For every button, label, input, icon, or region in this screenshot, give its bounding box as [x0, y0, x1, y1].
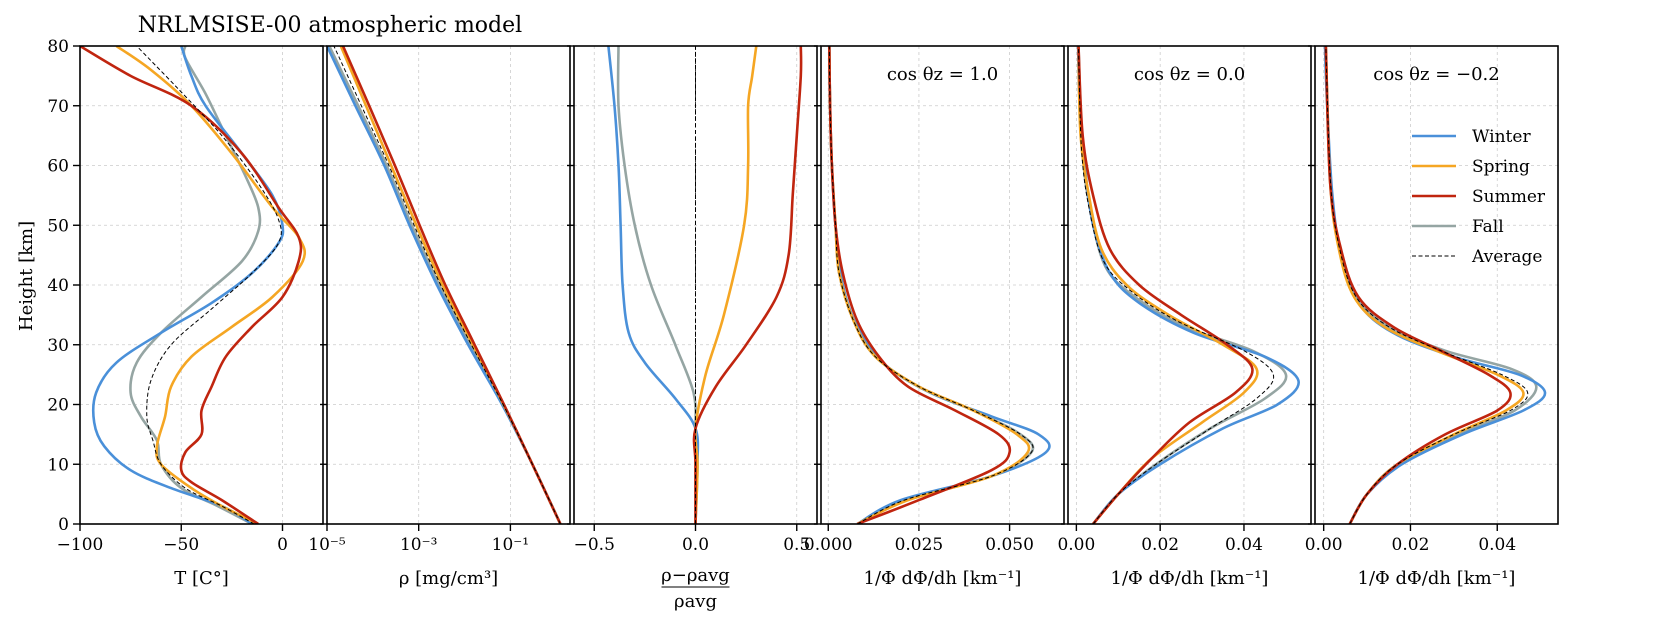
y-tick-label: 10 [47, 455, 69, 475]
x-tick-label: 0 [277, 535, 288, 555]
x-tick-label: 0.00 [1305, 535, 1343, 555]
legend-item-winter: Winter [1412, 127, 1531, 147]
legend-label: Winter [1472, 127, 1531, 147]
panel-6: 0.00 0.02 0.04 1/Φ dΦ/dh [km⁻¹] cos θz = −0.… [1305, 45, 1559, 589]
series-line-average [136, 46, 282, 524]
y-tick-label: 30 [47, 336, 69, 356]
y-tick-label: 80 [47, 37, 69, 57]
panel-annotation: cos θz = 0.0 [1134, 64, 1245, 85]
x-axis-label: 1/Φ dΦ/dh [km⁻¹] [1358, 568, 1516, 589]
y-tick-label: 60 [47, 157, 69, 177]
panel-5: 0.00 0.02 0.04 1/Φ dΦ/dh [km⁻¹] cos θz = 0.0 [1057, 45, 1312, 589]
y-tick-label: 20 [47, 396, 69, 416]
series-line-spring [115, 46, 307, 524]
x-tick-label: 10⁻¹ [492, 535, 529, 555]
series-line-average [333, 46, 561, 524]
figure-title: NRLMSISE-00 atmospheric model [138, 13, 522, 38]
x-tick-label: −0.5 [574, 535, 615, 555]
panel-annotation: cos θz = 1.0 [887, 64, 998, 85]
legend: Winter Spring Summer Fall Average [1412, 127, 1546, 267]
legend-item-average: Average [1412, 247, 1542, 267]
legend-item-fall: Fall [1412, 217, 1504, 237]
x-axis-label-numerator: ρ−ρavg [661, 565, 730, 586]
y-tick-label: 70 [47, 97, 69, 117]
panel-annotation: cos θz = −0.2 [1373, 64, 1499, 85]
legend-item-summer: Summer [1412, 187, 1546, 207]
series-line-average [1078, 46, 1275, 524]
x-axis-label: ρ [mg/cm³] [399, 568, 498, 589]
x-tick-label: −50 [163, 535, 199, 555]
x-axis-label: 1/Φ dΦ/dh [km⁻¹] [864, 568, 1022, 589]
x-tick-label: 0.025 [895, 535, 944, 555]
series-line-summer [1077, 46, 1254, 524]
x-axis-label: 1/Φ dΦ/dh [km⁻¹] [1111, 568, 1269, 589]
x-axis-label-denominator: ρavg [674, 591, 717, 612]
series-line-summer [1324, 46, 1512, 524]
x-tick-label: 0.5 [783, 535, 810, 555]
series-line-summer [80, 46, 303, 524]
panel-4: 0.000 0.025 0.050 1/Φ dΦ/dh [km⁻¹] cos θz = … [804, 45, 1065, 589]
series-line-winter [828, 46, 1051, 524]
y-axis-label: Height [km] [16, 221, 37, 331]
legend-label: Spring [1472, 157, 1530, 177]
legend-label: Summer [1472, 187, 1546, 207]
x-tick-label: 0.02 [1141, 535, 1179, 555]
legend-item-spring: Spring [1412, 157, 1530, 177]
y-tick-label: 50 [47, 216, 69, 236]
panel-2: 10⁻⁵ 10⁻³ 10⁻¹ ρ [mg/cm³] [308, 45, 571, 589]
series-line-summer [828, 46, 1012, 524]
x-tick-label: 10⁻⁵ [308, 535, 346, 555]
panel-1: −100 −50 0 0 10 20 30 40 50 60 70 80 T [C°] [47, 37, 324, 589]
x-axis-label: T [C°] [174, 568, 229, 589]
x-tick-label: 0.000 [804, 535, 853, 555]
series-line-summer [692, 46, 803, 524]
series-line-average [1325, 46, 1529, 524]
y-tick-label: 40 [47, 276, 69, 296]
x-tick-label: 0.04 [1478, 535, 1516, 555]
series-line-average [828, 46, 1034, 524]
series-line-winter [607, 46, 700, 524]
x-tick-label: −100 [57, 535, 104, 555]
x-tick-label: 0.04 [1225, 535, 1263, 555]
legend-label: Fall [1472, 217, 1504, 237]
legend-label: Average [1471, 247, 1542, 267]
x-tick-label: 0.050 [985, 535, 1034, 555]
x-tick-label: 10⁻³ [400, 535, 437, 555]
x-tick-label: 0.02 [1392, 535, 1430, 555]
y-tick-label: 0 [58, 515, 69, 535]
x-tick-label: 0.0 [682, 535, 709, 555]
x-tick-label: 0.00 [1057, 535, 1095, 555]
panel-3: −0.5 0.0 0.5 ρ−ρavg ρavg [567, 45, 818, 612]
